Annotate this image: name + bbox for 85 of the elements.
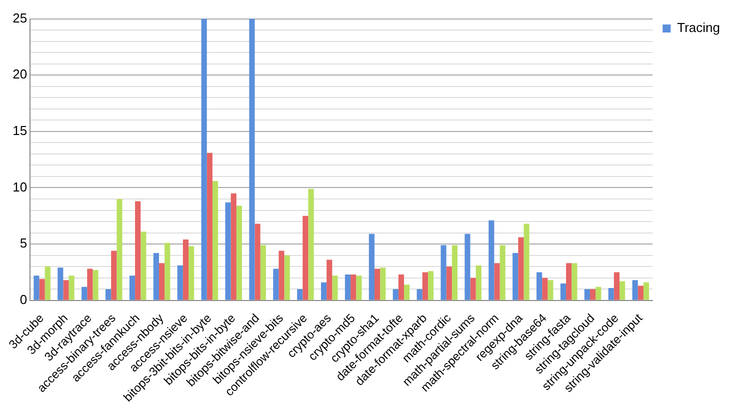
bar bbox=[476, 265, 482, 300]
bar bbox=[308, 188, 314, 300]
bar bbox=[428, 271, 434, 300]
bar bbox=[44, 266, 50, 300]
y-tick-label: 5 bbox=[20, 236, 28, 251]
bar bbox=[321, 282, 327, 300]
bar bbox=[368, 234, 374, 300]
bar bbox=[332, 276, 338, 300]
bar bbox=[206, 152, 212, 300]
bar bbox=[572, 263, 578, 300]
bar bbox=[422, 272, 428, 300]
bar bbox=[398, 274, 404, 300]
bar bbox=[82, 286, 88, 300]
bar bbox=[63, 280, 69, 300]
bar bbox=[488, 220, 494, 300]
bar bbox=[608, 288, 614, 300]
bar bbox=[494, 263, 500, 300]
bar bbox=[524, 224, 530, 300]
bar bbox=[182, 240, 189, 300]
bar bbox=[212, 180, 218, 300]
bar bbox=[201, 18, 207, 300]
bar bbox=[643, 282, 650, 300]
bar bbox=[249, 18, 255, 300]
bar bbox=[464, 234, 470, 300]
bar bbox=[225, 202, 231, 300]
y-tick-label: 10 bbox=[12, 179, 28, 194]
bar bbox=[404, 284, 410, 300]
bar bbox=[440, 245, 446, 300]
bar bbox=[116, 198, 122, 300]
bar bbox=[614, 272, 620, 300]
bar bbox=[632, 280, 638, 300]
bar bbox=[500, 245, 506, 300]
bar bbox=[135, 201, 141, 300]
bar bbox=[34, 276, 40, 300]
bar bbox=[518, 237, 524, 300]
bar bbox=[278, 250, 284, 300]
y-tick-label: 20 bbox=[12, 66, 28, 82]
bar bbox=[584, 289, 590, 300]
bar bbox=[560, 283, 566, 300]
bar bbox=[111, 250, 117, 300]
bar bbox=[58, 268, 64, 300]
bar bbox=[106, 289, 112, 300]
bar bbox=[590, 289, 596, 300]
bar bbox=[512, 253, 518, 300]
bar bbox=[129, 276, 136, 300]
bar bbox=[297, 289, 303, 300]
bar bbox=[620, 281, 626, 300]
bar bbox=[164, 242, 170, 300]
bar bbox=[254, 224, 260, 300]
bar bbox=[452, 245, 458, 300]
bar bbox=[284, 255, 290, 300]
bar bbox=[350, 274, 356, 300]
bar bbox=[542, 278, 548, 300]
bar bbox=[273, 268, 279, 300]
bar bbox=[326, 260, 332, 300]
y-tick-label: 15 bbox=[12, 122, 28, 138]
legend-label: Tracing bbox=[677, 20, 720, 36]
bar bbox=[188, 246, 194, 300]
bar bbox=[158, 263, 165, 300]
bar bbox=[260, 245, 266, 300]
bar bbox=[236, 206, 242, 300]
bar bbox=[596, 286, 602, 300]
bar bbox=[446, 266, 452, 300]
bar bbox=[638, 286, 644, 300]
bar bbox=[230, 193, 236, 300]
y-tick-label: 0 bbox=[20, 292, 28, 307]
bar bbox=[87, 268, 93, 300]
bar bbox=[39, 278, 45, 300]
bar bbox=[68, 276, 74, 300]
bar bbox=[153, 253, 159, 300]
bar bbox=[177, 265, 183, 300]
bar bbox=[548, 280, 554, 300]
bar bbox=[566, 263, 572, 300]
bar bbox=[344, 274, 351, 300]
bar bbox=[416, 289, 422, 300]
bar bbox=[470, 278, 476, 300]
bar bbox=[92, 270, 98, 300]
bar bbox=[380, 268, 386, 300]
bar bbox=[356, 276, 362, 300]
bar bbox=[536, 272, 542, 300]
bar bbox=[392, 289, 398, 300]
y-tick-label: 25 bbox=[12, 10, 28, 26]
bar bbox=[302, 216, 308, 300]
bar bbox=[374, 268, 380, 300]
bar bbox=[140, 232, 146, 300]
